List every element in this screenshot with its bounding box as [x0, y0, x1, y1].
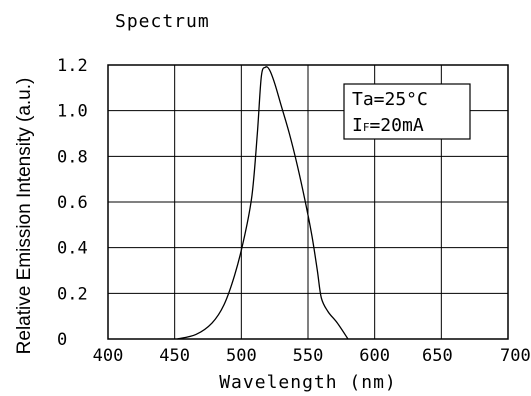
x-tick-label: 700	[500, 346, 531, 366]
annotation-current-subscript: F	[363, 121, 370, 134]
y-tick-label: 0.2	[57, 284, 88, 304]
annotation-box	[343, 83, 471, 140]
x-tick-label: 400	[93, 346, 124, 366]
conditions-annotation: Ta=25°C IF=20mA	[343, 83, 471, 140]
x-tick-label: 500	[226, 346, 257, 366]
x-tick-label: 450	[159, 346, 190, 366]
y-tick-label: 1.0	[57, 102, 88, 122]
annotation-temperature: Ta=25°C	[352, 89, 428, 110]
spectrum-curve	[177, 66, 349, 340]
chart-title: Spectrum	[115, 11, 210, 32]
y-tick-labels: 0 0.2 0.4 0.6 0.8 1.0 1.2	[57, 56, 88, 350]
y-tick-label: 0.8	[57, 147, 88, 167]
y-tick-label: 0.4	[57, 239, 88, 259]
y-axis-title: Relative Emission Intensity (a.u.)	[14, 78, 35, 355]
x-tick-labels: 400 450 500 550 600 650 700	[93, 346, 531, 366]
x-tick-label: 600	[359, 346, 390, 366]
y-tick-label: 0.6	[57, 193, 88, 213]
annotation-current: IF=20mA	[352, 115, 424, 136]
y-tick-label: 1.2	[57, 56, 88, 76]
x-axis-title: Wavelength (nm)	[219, 372, 397, 393]
annotation-current-symbol: I	[352, 115, 363, 136]
y-tick-label: 0	[57, 330, 67, 350]
annotation-current-value: =20mA	[369, 115, 423, 136]
x-tick-label: 550	[293, 346, 324, 366]
x-tick-label: 650	[422, 346, 453, 366]
plot-frame	[107, 64, 509, 340]
